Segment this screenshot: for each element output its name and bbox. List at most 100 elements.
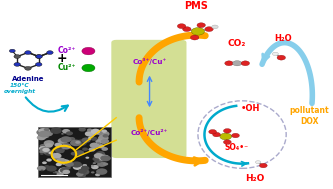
- Circle shape: [97, 142, 100, 144]
- Circle shape: [95, 139, 104, 144]
- Circle shape: [47, 51, 53, 54]
- Circle shape: [231, 133, 239, 138]
- Text: SEM: SEM: [58, 155, 80, 164]
- Circle shape: [42, 148, 50, 152]
- Text: 150°C
overnight: 150°C overnight: [4, 83, 36, 94]
- Circle shape: [277, 55, 285, 60]
- Circle shape: [62, 144, 70, 148]
- Circle shape: [76, 172, 84, 176]
- Circle shape: [51, 153, 62, 159]
- Circle shape: [76, 139, 87, 146]
- Circle shape: [63, 143, 71, 148]
- Circle shape: [78, 169, 87, 174]
- Circle shape: [36, 129, 48, 136]
- Circle shape: [82, 137, 91, 143]
- Text: Cu²⁺: Cu²⁺: [58, 64, 76, 72]
- Circle shape: [96, 151, 105, 156]
- Circle shape: [91, 165, 94, 167]
- Circle shape: [91, 129, 100, 134]
- Circle shape: [74, 155, 78, 157]
- FancyBboxPatch shape: [111, 40, 186, 158]
- Circle shape: [37, 166, 46, 171]
- Circle shape: [58, 138, 68, 144]
- Circle shape: [223, 140, 231, 144]
- Circle shape: [60, 159, 70, 165]
- Circle shape: [102, 142, 106, 144]
- Circle shape: [60, 168, 69, 173]
- Text: Adenine: Adenine: [12, 76, 45, 82]
- Circle shape: [79, 168, 85, 171]
- Text: PMS: PMS: [184, 1, 208, 11]
- Circle shape: [45, 136, 49, 138]
- Circle shape: [59, 150, 64, 153]
- Circle shape: [91, 137, 98, 141]
- Circle shape: [46, 166, 57, 172]
- Circle shape: [99, 145, 104, 148]
- Circle shape: [41, 170, 44, 171]
- Circle shape: [209, 129, 216, 134]
- Circle shape: [66, 146, 69, 148]
- Circle shape: [79, 127, 86, 132]
- Circle shape: [54, 171, 58, 174]
- Circle shape: [66, 166, 71, 169]
- Circle shape: [99, 155, 110, 161]
- Circle shape: [82, 147, 88, 151]
- Circle shape: [43, 131, 53, 136]
- Circle shape: [95, 165, 99, 167]
- Circle shape: [62, 129, 70, 134]
- Circle shape: [190, 35, 199, 40]
- Circle shape: [44, 165, 50, 168]
- Bar: [38, 127, 111, 177]
- Circle shape: [62, 170, 70, 174]
- Circle shape: [50, 127, 62, 134]
- Circle shape: [14, 55, 20, 58]
- Circle shape: [55, 148, 65, 153]
- Circle shape: [25, 67, 31, 70]
- Circle shape: [93, 133, 97, 135]
- Text: H₂O: H₂O: [245, 174, 265, 183]
- Circle shape: [58, 174, 62, 176]
- Circle shape: [205, 27, 213, 32]
- Circle shape: [96, 131, 103, 135]
- Circle shape: [82, 164, 87, 167]
- Circle shape: [94, 153, 103, 158]
- Circle shape: [58, 169, 65, 173]
- Circle shape: [89, 147, 96, 152]
- Circle shape: [77, 173, 86, 178]
- Circle shape: [99, 131, 110, 137]
- Circle shape: [40, 144, 47, 148]
- Circle shape: [85, 157, 89, 159]
- Circle shape: [56, 163, 62, 166]
- Circle shape: [93, 157, 100, 161]
- Text: CO₂: CO₂: [227, 39, 246, 48]
- Circle shape: [94, 159, 102, 163]
- Text: SO₄•⁻: SO₄•⁻: [224, 143, 248, 152]
- Circle shape: [213, 132, 220, 137]
- Circle shape: [90, 143, 100, 148]
- Circle shape: [61, 133, 64, 135]
- Circle shape: [101, 129, 107, 133]
- Circle shape: [14, 63, 20, 66]
- Circle shape: [96, 168, 107, 175]
- Circle shape: [99, 159, 103, 161]
- Circle shape: [73, 164, 78, 167]
- Circle shape: [42, 161, 47, 164]
- Circle shape: [82, 47, 95, 55]
- Circle shape: [191, 28, 204, 35]
- Circle shape: [87, 129, 93, 132]
- Circle shape: [39, 146, 47, 151]
- Circle shape: [98, 135, 109, 141]
- Circle shape: [93, 162, 96, 164]
- Circle shape: [71, 152, 77, 156]
- Circle shape: [97, 146, 101, 148]
- Circle shape: [44, 128, 48, 131]
- Circle shape: [48, 152, 53, 154]
- Circle shape: [58, 158, 66, 163]
- Circle shape: [223, 129, 231, 133]
- Circle shape: [55, 143, 62, 147]
- Circle shape: [25, 51, 31, 54]
- Circle shape: [59, 147, 62, 149]
- Circle shape: [70, 140, 82, 146]
- Circle shape: [40, 149, 49, 153]
- Circle shape: [44, 128, 50, 131]
